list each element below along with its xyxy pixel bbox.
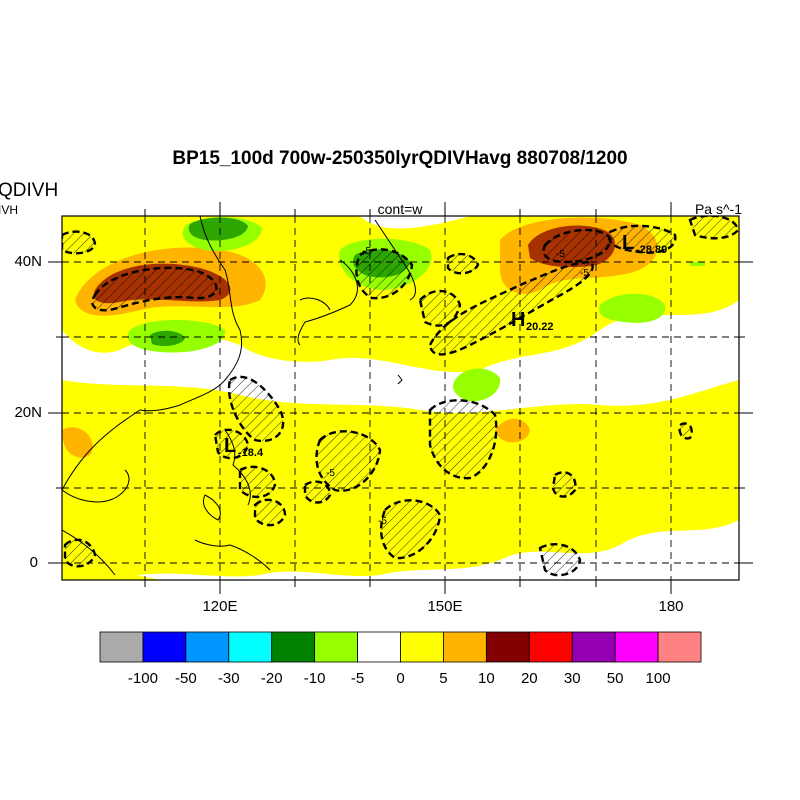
y-tick-label: 40N [14,253,42,270]
colorbar-swatch [99,631,144,663]
contour-label: -5 [378,516,387,527]
axis-ticks [48,202,753,594]
colorbar-label: 0 [396,670,405,687]
colorbar-swatch [614,631,659,663]
colorbar-swatch [185,631,230,663]
contour-label: -5 [580,268,589,279]
negative-w-contours [62,216,739,577]
low-value-north: -28.89 [636,244,667,256]
colorbar-label: -50 [175,670,197,687]
low-value-south: -18.4 [238,447,264,459]
left-variable-sublabel: IVH [0,203,19,217]
colorbar-swatch [271,631,316,663]
x-tick-label: 150E [427,598,463,615]
colorbar-label: -100 [127,670,158,687]
contour-label: -5 [556,249,565,260]
gridlines [62,216,739,580]
colorbar-label: -5 [350,670,365,687]
map-title: BP15_100d 700w-250350lyrQDIVHavg 880708/… [172,148,628,169]
contour-labels: -5 -5 -5 -5 -5 [326,246,589,527]
colorbar-swatch [571,631,616,663]
colorbar-swatch [357,631,401,663]
colorbar-label: 20 [520,670,538,687]
contour-variable-label: cont=w [377,201,423,217]
x-tick-label: 120E [202,598,238,615]
colorbar-swatch [485,631,530,663]
colorbar-label: 10 [478,670,495,687]
colorbar-swatch [657,631,702,663]
high-value: 20.22 [526,321,554,333]
colorbar-label: -20 [260,670,283,687]
colorbar [99,631,702,663]
low-marker-north: L [622,232,634,254]
colorbar-label: 30 [563,670,581,687]
x-tick-label: 180 [658,598,684,615]
colorbar-swatch [443,631,487,663]
colorbar-swatch [528,631,573,663]
coastlines [62,216,416,576]
colorbar-label: -30 [217,670,240,687]
plot-frame [61,215,740,581]
low-marker-south: L [224,435,236,457]
colorbar-label: 5 [439,670,448,687]
contour-label: -5 [326,468,335,479]
high-marker: H [511,309,525,331]
colorbar-label: 50 [606,670,624,687]
y-tick-label: 20N [14,404,42,421]
units-label: Pa s^-1 [694,201,742,217]
contour-label: -5 [362,246,371,257]
colorbar-swatch [228,631,273,663]
colorbar-label: 100 [645,670,671,687]
left-variable-label: QDIVH [0,180,59,201]
y-tick-label: 0 [29,554,38,571]
colorbar-swatch [314,631,358,663]
colorbar-label: -10 [303,670,326,687]
colorbar-swatch [400,631,444,663]
colorbar-swatch [142,631,187,663]
